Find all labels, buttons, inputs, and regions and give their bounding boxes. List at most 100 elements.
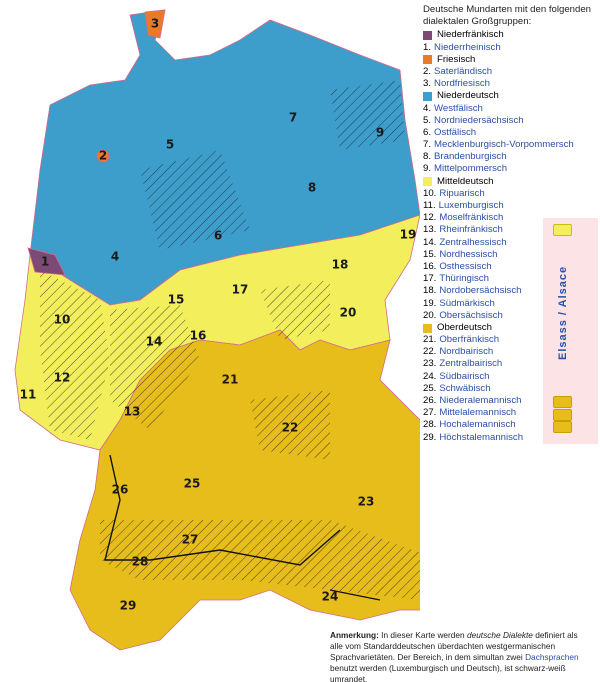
region-number: 3 — [151, 17, 159, 31]
legend-item: 25. Schwäbisch — [423, 383, 598, 395]
item-number: 7. — [423, 139, 432, 151]
item-number: 19. — [423, 297, 437, 309]
dialect-link[interactable]: Höchstalemannisch — [439, 431, 524, 443]
region-number: 12 — [54, 371, 71, 385]
dialect-link[interactable]: Nordfriesisch — [434, 78, 490, 90]
legend-item: 1. Niederrheinisch — [423, 42, 598, 54]
legend-title: Deutsche Mundarten mit den folgenden dia… — [423, 4, 591, 28]
item-number: 5. — [423, 114, 432, 126]
dialect-link[interactable]: Südbairisch — [439, 370, 490, 382]
item-number: 22. — [423, 346, 437, 358]
region-number: 19 — [400, 228, 417, 242]
legend-item: 10. Ripuarisch — [423, 188, 598, 200]
legend-item: Niederfränkisch — [423, 29, 598, 41]
dialect-link[interactable]: Thüringisch — [439, 273, 489, 285]
item-number: 9. — [423, 163, 432, 175]
dialect-link[interactable]: Nordbairisch — [439, 346, 494, 358]
region-number: 17 — [232, 283, 249, 297]
legend-item: 7. Mecklenburgisch-Vorpommersch — [423, 139, 598, 151]
item-number: 15. — [423, 248, 437, 260]
legend-item: 20. Obersächsisch — [423, 310, 598, 322]
legend-item: 29. Höchstalemannisch — [423, 432, 598, 444]
elsass-label: Elsass / Alsace — [557, 265, 569, 361]
dialect-link[interactable]: Hochalemannisch — [439, 419, 516, 431]
region-number: 27 — [182, 533, 199, 547]
dialect-link[interactable]: Mecklenburgisch-Vorpommersch — [434, 139, 574, 151]
region-number: 14 — [146, 335, 163, 349]
region-number: 10 — [54, 313, 71, 327]
hatch-area — [110, 305, 200, 430]
dialect-link[interactable]: Saterländisch — [434, 65, 493, 77]
legend-item: Mitteldeutsch — [423, 176, 598, 188]
region-number: 4 — [111, 250, 119, 264]
dialect-link[interactable]: Schwäbisch — [439, 382, 491, 394]
legend-item: 18. Nordobersächsisch — [423, 285, 598, 297]
legend-item: 13. Rheinfränkisch — [423, 224, 598, 236]
region-number: 11 — [20, 388, 37, 402]
swatch — [423, 323, 432, 333]
dialect-link[interactable]: Niederalemannisch — [439, 395, 522, 407]
dialect-link[interactable]: Südmärkisch — [439, 297, 495, 309]
swatch — [553, 396, 572, 408]
dialect-link[interactable]: Luxemburgisch — [438, 200, 504, 212]
item-number: 11. — [423, 200, 436, 212]
dialect-link[interactable]: Nordobersächsisch — [439, 285, 522, 297]
swatch — [423, 91, 432, 101]
item-number: 20. — [423, 309, 437, 321]
region-number: 26 — [112, 483, 129, 497]
region-number: 21 — [222, 373, 239, 387]
dialect-link[interactable]: Nordhessisch — [439, 248, 498, 260]
dialect-link[interactable]: Zentralbairisch — [439, 358, 503, 370]
dialect-link[interactable]: Brandenburgisch — [434, 151, 507, 163]
item-number: 25. — [423, 382, 437, 394]
hatch-area — [250, 390, 330, 460]
legend-item: 6. Ostfälisch — [423, 127, 598, 139]
item-number: 27. — [423, 407, 437, 419]
hatch-area — [100, 520, 420, 600]
dialect-link[interactable]: Ripuarisch — [439, 187, 485, 199]
legend-item: 14. Zentralhessisch — [423, 237, 598, 249]
dialect-link[interactable]: Obersächsisch — [439, 309, 503, 321]
region-number: 23 — [358, 495, 375, 509]
item-number: 10. — [423, 187, 437, 199]
region-number: 7 — [289, 111, 297, 125]
dialect-link[interactable]: Niederrheinisch — [434, 41, 501, 53]
dialect-link[interactable]: Oberfränkisch — [439, 334, 500, 346]
legend-item: 26. Niederalemannisch — [423, 395, 598, 407]
note-text: definiert als alle vom Standarddeutschen… — [330, 630, 578, 662]
dialect-link[interactable]: Zentralhessisch — [439, 236, 507, 248]
legend-item: 22. Nordbairisch — [423, 346, 598, 358]
legend-item: 17. Thüringisch — [423, 273, 598, 285]
legend-item: 12. Moselfränkisch — [423, 212, 598, 224]
note: Anmerkung: In dieser Karte werden deutsc… — [330, 630, 592, 682]
dialect-link[interactable]: Nordniedersächsisch — [434, 114, 524, 126]
region-number: 8 — [308, 181, 316, 195]
hatch-area — [330, 80, 405, 150]
dialect-link[interactable]: Westfälisch — [434, 102, 483, 114]
region-number: 22 — [282, 421, 299, 435]
item-number: 29. — [423, 431, 437, 443]
region-number: 9 — [376, 126, 384, 140]
legend: Deutsche Mundarten mit den folgenden dia… — [423, 4, 598, 444]
dialect-link[interactable]: Moselfränkisch — [439, 212, 504, 224]
item-number: 18. — [423, 285, 437, 297]
note-link[interactable]: Dachsprachen — [525, 652, 579, 662]
group-label: Mitteldeutsch — [437, 175, 494, 187]
note-text: Anmerkung: — [330, 630, 379, 640]
note-text: benutzt werden (Luxemburgisch und Deutsc… — [330, 663, 566, 682]
item-number: 28. — [423, 419, 437, 431]
region-friesisch — [144, 9, 166, 39]
legend-item: Oberdeutsch — [423, 322, 598, 334]
dialect-link[interactable]: Mittelalemannisch — [439, 407, 517, 419]
item-number: 13. — [423, 224, 437, 236]
dialect-link[interactable]: Osthessisch — [439, 260, 492, 272]
dialect-link[interactable]: Mittelpommersch — [434, 163, 508, 175]
dialect-link[interactable]: Rheinfränkisch — [439, 224, 503, 236]
hatch-area — [140, 150, 250, 250]
dialect-link[interactable]: Ostfälisch — [434, 126, 477, 138]
legend-item: 11. Luxemburgisch — [423, 200, 598, 212]
legend-item: 3. Nordfriesisch — [423, 78, 598, 90]
group-label: Niederdeutsch — [437, 90, 499, 102]
legend-item: 16. Osthessisch — [423, 261, 598, 273]
region-number: 25 — [184, 477, 201, 491]
